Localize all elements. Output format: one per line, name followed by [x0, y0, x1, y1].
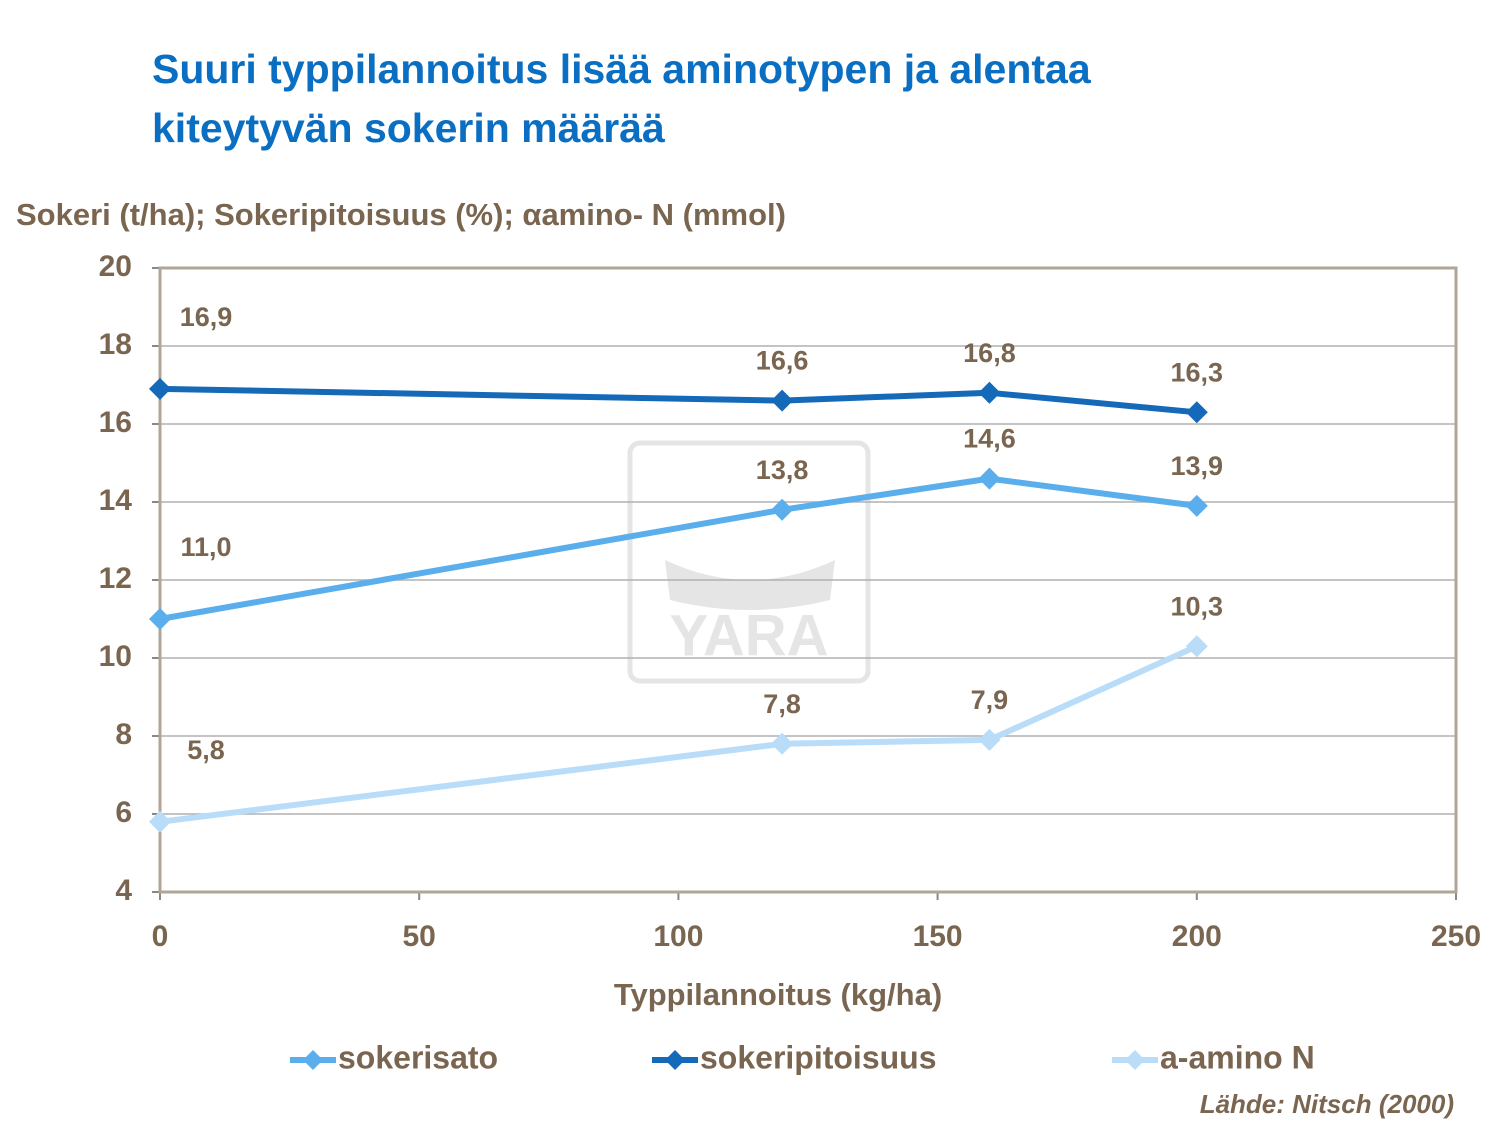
legend-label: a-amino N [1160, 1039, 1315, 1075]
y-tick-label: 4 [115, 874, 132, 907]
data-point [978, 728, 1001, 751]
data-label: 7,9 [971, 685, 1009, 715]
series-line [159, 643, 1199, 825]
source: Lähde: Nitsch (2000) [1200, 1089, 1454, 1119]
chart-title: Suuri typpilannoitus lisää aminotypen ja… [152, 46, 1092, 92]
data-label: 13,8 [756, 455, 809, 485]
data-label: 5,8 [187, 735, 225, 765]
x-tick-label: 200 [1172, 920, 1222, 953]
data-point [771, 389, 794, 412]
data-point [1185, 401, 1208, 424]
data-point [149, 810, 171, 833]
data-point [978, 381, 1001, 404]
data-label: 16,3 [1171, 357, 1224, 387]
watermark-frame [627, 440, 871, 684]
legend-marker [665, 1050, 685, 1070]
data-point [149, 377, 171, 400]
legend-label: sokeripitoisuus [700, 1039, 937, 1075]
data-label: 10,3 [1171, 591, 1224, 621]
y-tick-label: 14 [99, 484, 133, 517]
data-point [771, 498, 794, 521]
data-label: 16,8 [963, 338, 1016, 368]
data-label: 11,0 [180, 532, 231, 562]
data-point [149, 608, 171, 630]
x-tick-label: 150 [913, 920, 963, 953]
x-tick-label: 0 [152, 920, 169, 953]
y-tick-label: 8 [115, 718, 132, 751]
chart-title: kiteytyvän sokerin määrää [152, 105, 665, 151]
data-label: 16,6 [756, 346, 809, 376]
y-tick-label: 16 [99, 406, 132, 439]
legend-marker [1125, 1050, 1145, 1070]
data-label: 7,8 [763, 689, 801, 719]
data-label: 16,9 [180, 302, 233, 332]
y-tick-label: 6 [115, 796, 132, 829]
data-point [1185, 494, 1208, 517]
x-tick-label: 50 [403, 920, 436, 953]
data-label: 13,9 [1171, 451, 1224, 481]
y-axis-label: Sokeri (t/ha); Sokeripitoisuus (%); αami… [16, 197, 786, 232]
series-line [159, 385, 1198, 416]
data-point [978, 467, 1001, 490]
watermark-ship [665, 560, 835, 610]
y-tick-label: 20 [99, 250, 132, 283]
data-point [1185, 635, 1208, 658]
data-label: 14,6 [963, 424, 1016, 454]
y-tick-label: 12 [99, 562, 132, 595]
watermark: YARA [627, 440, 871, 684]
series-line [159, 475, 1198, 622]
x-axis-label: Typpilannoitus (kg/ha) [614, 977, 942, 1012]
plot-frame [158, 266, 1458, 894]
y-tick-label: 18 [99, 328, 132, 361]
y-tick-label: 10 [99, 640, 132, 673]
data-point [771, 732, 794, 755]
x-tick-label: 100 [653, 920, 703, 953]
legend-label: sokerisato [338, 1039, 498, 1075]
x-tick-label: 250 [1431, 920, 1481, 953]
legend-marker [303, 1050, 323, 1070]
